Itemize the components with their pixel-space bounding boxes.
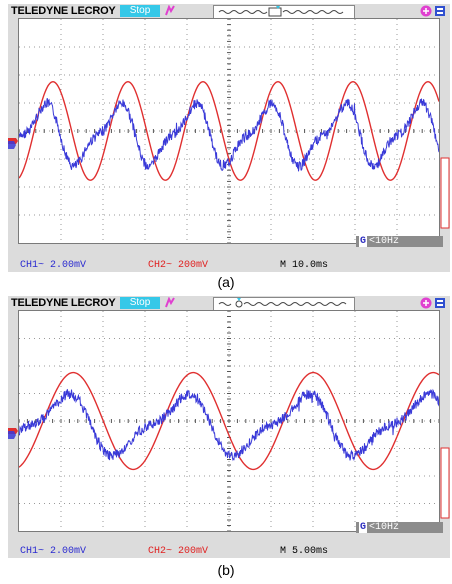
ch2-level-marker-icon[interactable] (8, 310, 18, 536)
ch1-scale-marker-icon (440, 157, 450, 229)
ch2-reference-trace (19, 371, 439, 471)
scope-status-bar: CH1~ 2.00mV CH2~ 200mV M 10.0ms (8, 260, 450, 272)
trigger-icon[interactable] (165, 5, 175, 17)
ch2-scale-label[interactable]: CH2~ 200mV (148, 260, 209, 271)
run-state-badge[interactable]: Stop (120, 297, 160, 309)
timebase-label[interactable]: M 5.00ms (280, 546, 329, 557)
left-marker-rail (8, 310, 18, 536)
memory-timeline[interactable] (213, 5, 355, 19)
timeline-waveform-icon (218, 6, 344, 17)
counter-icon: G (359, 236, 368, 247)
ch2-scale-label[interactable]: CH2~ 200mV (148, 546, 209, 557)
brand-logo: TELEDYNE LECROY (11, 5, 116, 17)
right-marker-rail (440, 310, 450, 536)
oscilloscope-display-b: TELEDYNE LECROY Stop (8, 296, 450, 558)
oscilloscope-display-a: TELEDYNE LECROY Stop (8, 4, 450, 272)
freq-readout: <10Hz (369, 522, 400, 533)
ch2-reference-trace (19, 80, 439, 181)
timebase-label[interactable]: M 10.0ms (280, 260, 329, 271)
waveform-screen (18, 18, 440, 244)
run-state-badge[interactable]: Stop (120, 5, 160, 17)
counter-icon: G (359, 522, 368, 533)
figure-caption-a: (a) (217, 274, 235, 290)
graticule-grid (19, 311, 439, 531)
timeline-waveform-icon (218, 298, 347, 308)
scope-status-bar: CH1~ 2.00mV CH2~ 200mV M 5.00ms (8, 546, 450, 558)
freq-counter-chip: G <10Hz (356, 522, 443, 533)
freq-readout: <10Hz (369, 236, 400, 247)
graticule-grid (19, 19, 439, 243)
ch1-scale-label[interactable]: CH1~ 2.00mV (20, 260, 87, 271)
battery-icon (435, 6, 445, 16)
right-marker-rail (440, 18, 450, 244)
usb-icon (420, 5, 432, 17)
ch1-scale-marker-icon (440, 447, 450, 519)
trigger-icon[interactable] (165, 297, 175, 309)
brand-logo: TELEDYNE LECROY (11, 297, 116, 309)
figure-caption-b: (b) (217, 562, 235, 578)
usb-icon (420, 297, 432, 309)
memory-timeline[interactable] (213, 297, 355, 311)
battery-icon (435, 298, 445, 308)
ch2-level-marker-icon[interactable] (8, 18, 18, 244)
waveform-screen (18, 310, 440, 532)
scope-toolbar: TELEDYNE LECROY Stop (8, 4, 450, 19)
freq-counter-chip: G <10Hz (356, 236, 443, 247)
ch1-measured-trace (19, 388, 439, 462)
left-marker-rail (8, 18, 18, 244)
ch1-scale-label[interactable]: CH1~ 2.00mV (20, 546, 87, 557)
scope-toolbar: TELEDYNE LECROY Stop (8, 296, 450, 311)
ch1-measured-trace (19, 98, 439, 172)
